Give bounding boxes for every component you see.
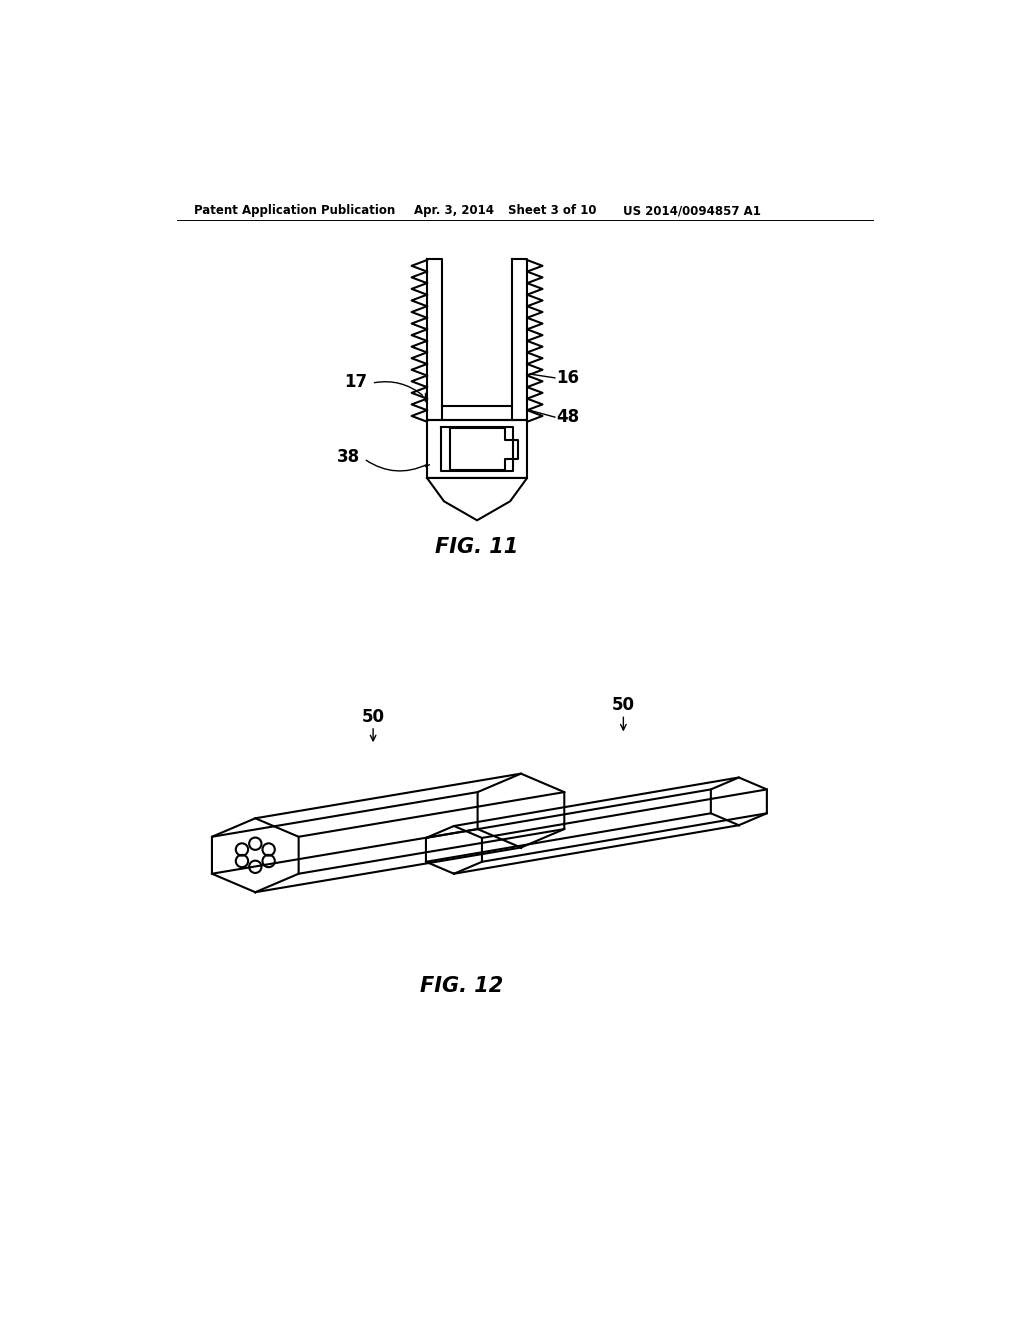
Text: FIG. 11: FIG. 11: [435, 537, 519, 557]
Text: US 2014/0094857 A1: US 2014/0094857 A1: [624, 205, 761, 218]
Text: 48: 48: [556, 408, 580, 426]
Text: 50: 50: [612, 696, 635, 714]
Text: 38: 38: [337, 449, 360, 466]
Text: FIG. 12: FIG. 12: [420, 977, 503, 997]
Text: Sheet 3 of 10: Sheet 3 of 10: [508, 205, 596, 218]
Text: Apr. 3, 2014: Apr. 3, 2014: [414, 205, 494, 218]
Text: 50: 50: [361, 708, 385, 726]
Text: 17: 17: [344, 372, 367, 391]
Text: 16: 16: [556, 368, 580, 387]
Text: Patent Application Publication: Patent Application Publication: [194, 205, 395, 218]
